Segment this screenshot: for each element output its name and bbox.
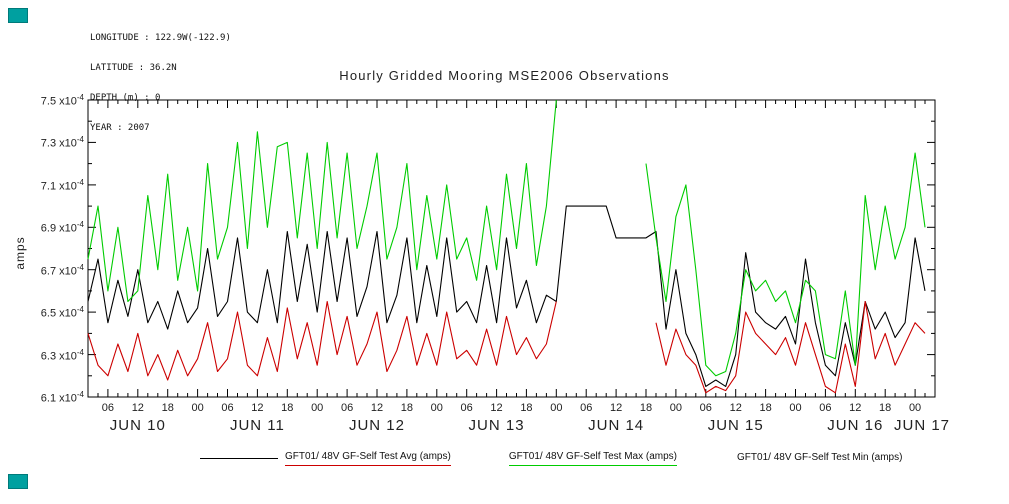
y-tick-label: 7.1 x10-4 xyxy=(40,177,84,193)
x-hour-tick-label: 06 xyxy=(221,402,234,414)
x-hour-tick-label: 18 xyxy=(759,402,772,414)
y-tick-label: 6.9 x10-4 xyxy=(40,220,84,235)
x-day-label: JUN 10 xyxy=(109,417,166,434)
x-hour-tick-label: 12 xyxy=(610,402,623,414)
y-tick-label: 7.3 x10-4 xyxy=(40,135,84,151)
x-hour-tick-label: 12 xyxy=(849,402,862,414)
chart-title: Hourly Gridded Mooring MSE2006 Observati… xyxy=(339,68,670,83)
x-day-label: JUN 13 xyxy=(468,417,525,434)
meta-longitude: LONGITUDE : 122.9W(-122.9) xyxy=(90,33,231,43)
x-day-label: JUN 14 xyxy=(588,417,645,434)
y-tick-label: 7.5 x10-4 xyxy=(40,93,84,108)
x-day-label: JUN 11 xyxy=(229,417,285,434)
x-hour-tick-label: 06 xyxy=(101,402,115,414)
x-hour-tick-label: 18 xyxy=(520,402,533,414)
x-hour-tick-label: 00 xyxy=(550,402,563,414)
x-hour-tick-label: 12 xyxy=(131,402,144,414)
x-day-label: JUN 17 xyxy=(893,417,951,434)
meta-depth: DEPTH (m) : 0 xyxy=(90,93,161,103)
x-hour-tick-label: 00 xyxy=(191,402,204,414)
x-hour-tick-label: 00 xyxy=(789,402,802,414)
x-hour-tick-label: 18 xyxy=(400,402,413,414)
x-hour-tick-label: 06 xyxy=(460,402,473,414)
y-tick-label: 6.1 x10-4 xyxy=(40,390,84,405)
y-tick-label: 6.5 x10-4 xyxy=(40,305,84,320)
metadata-block: LONGITUDE : 122.9W(-122.9) LATITUDE : 36… xyxy=(90,13,231,153)
x-hour-tick-label: 06 xyxy=(819,402,832,414)
x-hour-tick-label: 18 xyxy=(639,402,653,414)
x-hour-tick-label: 12 xyxy=(251,402,264,414)
x-day-label: JUN 16 xyxy=(827,417,884,434)
x-hour-tick-label: 12 xyxy=(490,402,503,414)
x-hour-tick-label: 00 xyxy=(669,402,683,414)
x-day-label: JUN 12 xyxy=(348,417,405,434)
legend-label-max: GFT01/ 48V GF-Self Test Max (amps) xyxy=(508,451,678,466)
x-hour-tick-label: 12 xyxy=(370,402,384,414)
y-tick-label: 6.3 x10-4 xyxy=(40,347,84,363)
meta-year: YEAR : 2007 xyxy=(90,123,150,133)
x-hour-tick-label: 06 xyxy=(580,402,593,414)
legend-label-avg: GFT01/ 48V GF-Self Test Avg (amps) xyxy=(285,451,451,466)
x-hour-tick-label: 18 xyxy=(161,402,174,414)
widget-box-top[interactable] xyxy=(8,8,28,23)
legend-label-min: GFT01/ 48V GF-Self Test Min (amps) xyxy=(737,451,903,463)
x-hour-tick-label: 06 xyxy=(699,402,712,414)
x-hour-tick-label: 18 xyxy=(879,402,892,414)
x-hour-tick-label: 00 xyxy=(311,402,324,414)
x-hour-tick-label: 12 xyxy=(729,402,742,414)
widget-box-bottom[interactable] xyxy=(8,474,28,489)
x-hour-tick-label: 00 xyxy=(908,402,922,414)
y-tick-label: 6.7 x10-4 xyxy=(40,262,84,278)
x-hour-tick-label: 06 xyxy=(340,402,354,414)
x-hour-tick-label: 18 xyxy=(281,402,294,414)
x-day-label: JUN 15 xyxy=(707,417,764,434)
legend-line-avg xyxy=(200,458,278,459)
meta-latitude: LATITUDE : 36.2N xyxy=(90,63,177,73)
x-hour-tick-label: 00 xyxy=(430,402,443,414)
legend: GFT01/ 48V GF-Self Test Avg (amps) GFT01… xyxy=(200,451,902,466)
